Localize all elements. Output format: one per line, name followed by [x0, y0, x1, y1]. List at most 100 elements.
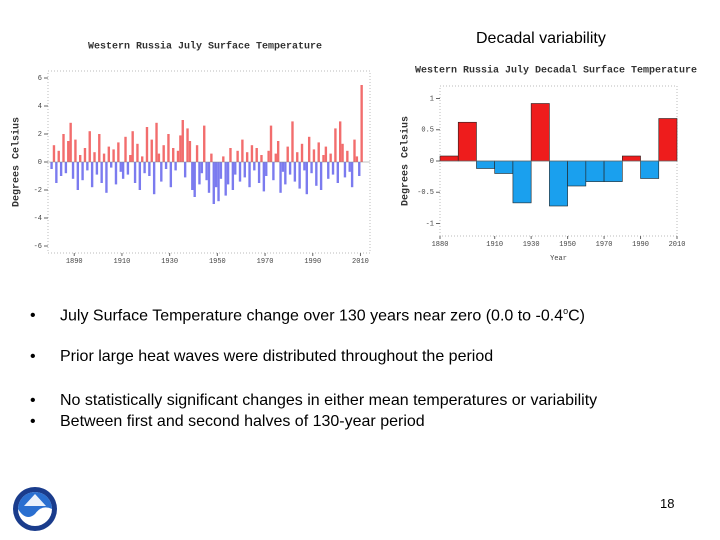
bar — [310, 162, 313, 174]
bullet-text: Between first and second halves of 130-y… — [60, 413, 425, 430]
page-number: 18 — [660, 496, 675, 511]
bar — [69, 122, 72, 162]
bar — [107, 146, 111, 162]
y-axis-label: Degrees Celsius — [400, 116, 412, 206]
bar — [331, 162, 335, 175]
bar — [322, 155, 325, 162]
bar — [95, 162, 99, 175]
bar — [274, 153, 277, 162]
bar — [52, 145, 56, 162]
bullet-text: July Surface Temperature change over 130… — [60, 307, 564, 325]
y-tick-label: 0 — [38, 159, 42, 167]
bar — [293, 162, 297, 182]
bar — [198, 162, 201, 185]
y-tick-label: 0 — [430, 158, 434, 166]
bar — [129, 155, 132, 162]
bar — [224, 162, 227, 196]
bar — [169, 162, 173, 188]
bar — [114, 162, 118, 185]
x-tick-label: 1950 — [559, 241, 576, 249]
bar — [341, 143, 344, 162]
bar — [214, 162, 218, 188]
x-tick-label: 1970 — [596, 241, 613, 249]
bar — [126, 162, 130, 175]
bar — [512, 160, 532, 204]
bar — [305, 162, 308, 195]
bar — [124, 136, 127, 162]
bar — [236, 150, 239, 162]
bar — [338, 121, 342, 162]
bar — [100, 162, 103, 183]
bar — [336, 162, 339, 183]
x-tick-label: 2010 — [669, 241, 686, 249]
bar — [267, 150, 270, 162]
chart-title: Western Russia July Decadal Surface Temp… — [415, 65, 697, 77]
bar — [57, 150, 60, 162]
bar — [324, 146, 328, 162]
x-tick-label: 1880 — [432, 241, 449, 249]
bar — [136, 143, 139, 162]
slide-title: Decadal variability — [476, 30, 606, 47]
bar — [603, 160, 623, 182]
bar — [83, 148, 87, 162]
chart-title: Western Russia July Surface Temperature — [88, 41, 322, 53]
bar — [355, 156, 359, 162]
bar — [186, 128, 189, 162]
x-axis-label: Year — [550, 255, 567, 263]
bar — [164, 162, 168, 169]
bar — [195, 145, 199, 162]
x-tick-label: 1910 — [114, 258, 131, 266]
bar — [234, 162, 237, 175]
bullet-text: No statistically significant changes in … — [60, 392, 598, 409]
bar — [148, 162, 151, 176]
bar — [112, 149, 115, 162]
bar — [348, 162, 351, 172]
bar — [245, 152, 249, 162]
bar — [334, 128, 337, 162]
bar — [176, 150, 180, 162]
bar — [210, 153, 213, 162]
bar — [358, 162, 361, 176]
bar — [119, 162, 122, 172]
y-tick-label: 4 — [38, 103, 42, 111]
bar — [76, 162, 80, 190]
bar — [350, 162, 354, 188]
bar — [346, 150, 349, 162]
bar — [298, 162, 301, 189]
bar — [121, 162, 125, 179]
bar — [110, 162, 113, 168]
bar — [530, 103, 550, 162]
bar — [248, 162, 251, 188]
y-tick-label: 1 — [430, 95, 434, 103]
bar — [219, 162, 223, 179]
bar — [138, 162, 142, 190]
x-tick-label: 2010 — [352, 258, 369, 266]
bar — [62, 134, 65, 162]
bar — [291, 121, 294, 162]
bullet-text: Prior large heat waves were distributed … — [60, 348, 494, 365]
bullet: • Prior large heat waves were distributed… — [30, 348, 494, 365]
bar — [105, 162, 108, 193]
bar — [174, 162, 177, 171]
bar — [296, 152, 299, 162]
bar — [162, 145, 165, 162]
bullet: • No statistically significant changes in… — [30, 392, 598, 409]
bar — [279, 162, 282, 193]
bar — [622, 155, 641, 162]
bar — [207, 162, 211, 193]
bar — [183, 162, 187, 178]
bar — [241, 139, 244, 162]
y-tick-label: -4 — [34, 215, 42, 223]
bar — [243, 162, 246, 178]
bar — [238, 162, 242, 182]
y-tick-label: -1 — [426, 220, 434, 228]
bar — [229, 148, 232, 162]
bar — [284, 162, 287, 185]
y-tick-label: 0.5 — [421, 127, 434, 135]
bar — [494, 160, 514, 174]
bullet: • July Surface Temperature change over 13… — [30, 306, 585, 325]
bar — [133, 162, 137, 183]
bar — [307, 136, 311, 162]
bar — [167, 134, 170, 162]
